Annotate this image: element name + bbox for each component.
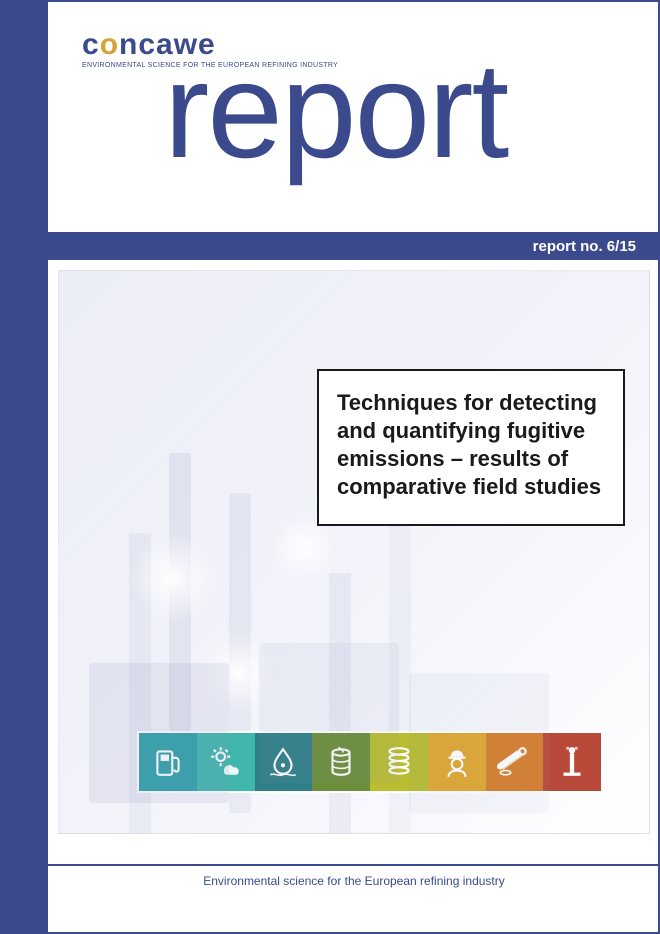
sun-cloud-icon [197, 733, 255, 791]
water-drop-icon [255, 733, 313, 791]
footer-tagline: Environmental science for the European r… [203, 874, 505, 888]
report-title: Techniques for detecting and quantifying… [337, 389, 605, 502]
main-panel: Techniques for detecting and quantifying… [48, 260, 660, 844]
pipe-icon [486, 733, 544, 791]
light-glow-icon [199, 633, 279, 713]
topic-icon-strip [137, 731, 603, 793]
fuel-pump-icon [139, 733, 197, 791]
report-number-strip: report no. 6/15 [48, 232, 660, 260]
stack-coil-icon [370, 733, 428, 791]
header: concawe ENVIRONMENTAL SCIENCE FOR THE EU… [48, 0, 660, 232]
light-glow-icon [129, 533, 219, 623]
barrel-icon [312, 733, 370, 791]
flare-tower-icon [543, 733, 601, 791]
worker-icon [428, 733, 486, 791]
footer: Environmental science for the European r… [48, 864, 660, 934]
logo-highlight-letter: o [100, 28, 119, 61]
report-number: report no. 6/15 [533, 238, 636, 255]
left-accent-bar [0, 0, 48, 934]
refinery-background: Techniques for detecting and quantifying… [58, 270, 650, 834]
title-box: Techniques for detecting and quantifying… [317, 369, 625, 526]
report-cover-page: concawe ENVIRONMENTAL SCIENCE FOR THE EU… [0, 0, 660, 934]
logo-prefix: c [82, 28, 100, 61]
report-wordmark: report [164, 42, 507, 178]
